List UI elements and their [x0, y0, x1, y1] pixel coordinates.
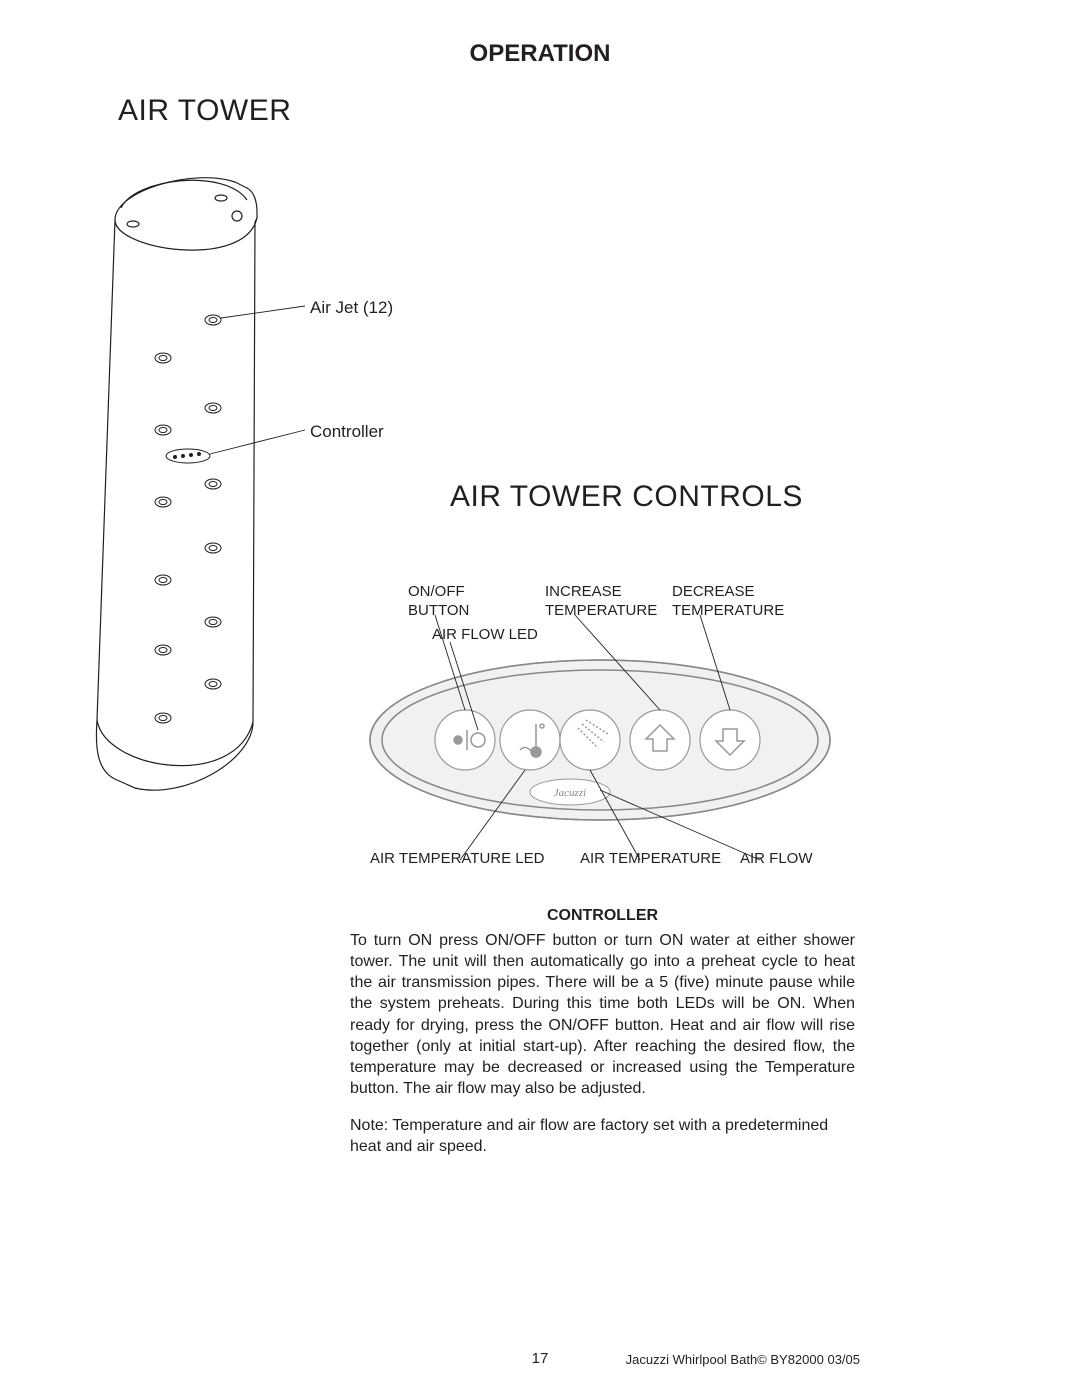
- callout-air-jet: Air Jet (12): [310, 298, 393, 318]
- page-header: OPERATION: [0, 0, 1080, 68]
- controls-title: AIR TOWER CONTROLS: [450, 480, 803, 514]
- label-air-temp-led: AIR TEMPERATURE LED: [370, 850, 544, 869]
- body-text: CONTROLLER To turn ON press ON/OFF butto…: [350, 905, 855, 1157]
- controller-paragraph-2: Note: Temperature and air flow are facto…: [350, 1115, 855, 1157]
- air-tower-diagram: [75, 160, 395, 940]
- footer-right: Jacuzzi Whirlpool Bath© BY82000 03/05: [626, 1352, 860, 1367]
- label-air-flow-led: AIR FLOW LED: [432, 626, 538, 645]
- label-decrease: DECREASE TEMPERATURE: [672, 583, 784, 621]
- controller-subhead: CONTROLLER: [350, 905, 855, 926]
- page-number: 17: [0, 1350, 1080, 1367]
- brand-text: Jacuzzi: [554, 787, 586, 799]
- label-air-flow: AIR FLOW: [740, 850, 813, 869]
- page-footer: 17 Jacuzzi Whirlpool Bath© BY82000 03/05: [0, 1350, 1080, 1367]
- controller-paragraph-1: To turn ON press ON/OFF button or turn O…: [350, 930, 855, 1099]
- label-on-off: ON/OFF BUTTON: [408, 583, 469, 621]
- label-air-temp: AIR TEMPERATURE: [580, 850, 721, 869]
- air-tower-title: AIR TOWER: [118, 94, 291, 128]
- label-increase: INCREASE TEMPERATURE: [545, 583, 657, 621]
- callout-controller: Controller: [310, 422, 384, 442]
